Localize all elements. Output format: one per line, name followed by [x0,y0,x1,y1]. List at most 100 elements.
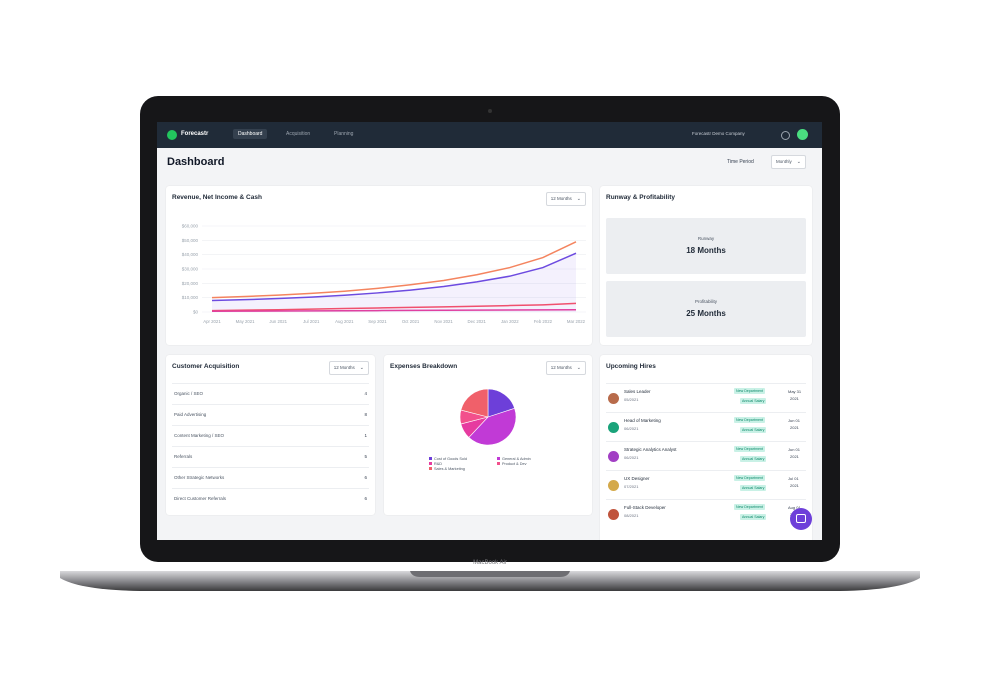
hire-salary: Annual Salary [740,514,767,520]
hire-name: UX Designer [624,476,650,481]
metric-value: 18 Months [686,246,726,255]
x-tick-label: Aug 2021 [335,319,354,324]
row-value: 5 [364,454,367,459]
x-tick-label: May 2021 [236,319,255,324]
metric-box: Runway 18 Months [606,218,806,274]
avatar[interactable] [797,129,808,140]
card-title: Revenue, Net Income & Cash [172,194,262,201]
revenue-card: Revenue, Net Income & Cash 12 Months $0 $10… [166,186,592,345]
period-dropdown[interactable]: 12 Months [545,361,586,375]
hire-salary: Annual Salary [740,456,767,462]
pie-slice [468,407,517,446]
hire-year: 2021 [790,483,799,488]
x-tick-label: Dec 2021 [468,319,487,324]
hire-row: Strategic Analytics Analyst 06/2021 New De… [606,441,806,471]
row-value: 1 [364,433,367,438]
x-tick-label: Sep 2021 [368,319,387,324]
metric-label: Profitability [694,299,717,304]
hire-avatar [608,451,619,462]
acquisition-card: Customer Acquisition 12 Months Organic / S… [166,355,375,515]
hire-tag: New Department [734,504,765,510]
x-tick-label: Jul 2021 [303,319,320,324]
hire-start: Jul 01 [788,476,799,481]
logo-text[interactable]: Forecastr [181,131,209,137]
hires-card: Upcoming Hires Sales Leader 05/2021 New Dep… [600,355,812,540]
hire-name: Sales Leader [624,389,651,394]
legend-swatch [429,462,432,465]
nav-tab[interactable]: Planning [334,131,354,137]
card-title: Runway & Profitability [606,194,675,201]
legend-label: General & Admin [502,457,531,461]
hire-start: Jun 01 [788,418,801,423]
nav-tab[interactable]: Acquisition [286,131,311,137]
chat-button[interactable] [790,508,812,530]
metric-label: Runway [697,236,715,241]
row-label: Referrals [174,454,193,459]
metric-value: 25 Months [686,309,726,318]
chart-canvas: Cost of Goods Sold General & Admin R&D Prod… [429,388,531,471]
acquisition-row: Content Marketing / SEO 1 [172,425,369,447]
hire-date: 05/2021 [624,397,639,402]
y-tick-label: $10,000 [182,295,199,300]
hire-date: 06/2021 [624,426,639,431]
area [212,253,576,312]
laptop-base [60,571,920,591]
period-label: Time Period [727,159,754,165]
y-tick-label: $50,000 [182,238,199,243]
hire-avatar [608,393,619,404]
x-tick-label: Oct 2021 [402,319,420,324]
row-label: Organic / SEO [174,391,204,396]
legend-swatch [429,457,432,460]
line [211,308,577,313]
x-tick-label: Apr 2021 [203,319,221,324]
x-tick-label: Feb 2022 [534,319,553,324]
legend-label: R&D [434,462,442,466]
line [211,302,577,312]
hire-year: 2021 [790,454,799,459]
hire-date: 06/2021 [624,455,639,460]
hire-start: Aug 01 [788,505,801,510]
row-label: Direct Customer Referrals [174,496,227,501]
row-label: Content Marketing / SEO [174,433,225,438]
row-label: Paid Advertising [174,412,207,417]
page-title: Dashboard [167,156,225,168]
hire-row: UX Designer 07/2021 New Department Annual S… [606,470,806,500]
hire-name: Full-Stack Developer [624,505,666,510]
notch [410,571,570,577]
logo-icon [167,130,177,140]
hire-salary: Annual Salary [740,485,767,491]
legend-label: Product & Dev [502,462,527,466]
nav-tab[interactable]: Dashboard [233,129,268,139]
period-dropdown[interactable]: Monthly [771,155,806,169]
screen: Forecastr Dashboard Acquisition Planning For… [157,122,822,540]
x-tick-label: Nov 2021 [434,319,453,324]
line [211,241,577,299]
line [211,252,577,302]
chart-canvas: $0 $10,000 $20,000 $30,000 $40,000 $50,000 $60… [182,224,586,324]
legend-swatch [497,457,500,460]
legend-swatch [497,462,500,465]
hire-avatar [608,480,619,491]
hire-start: May 31 [788,389,802,394]
row-value: 6 [364,496,367,501]
chat-icon [796,514,806,523]
company-selector[interactable]: Forecastr Demo Company [692,131,745,136]
row-value: 6 [364,475,367,480]
hire-salary: Annual Salary [740,427,767,433]
hire-tag: New Department [734,446,765,452]
hire-avatar [608,509,619,520]
acquisition-row: Referrals 5 [172,446,369,468]
y-tick-label: $0 [193,310,199,315]
row-value: 4 [364,391,367,396]
period-dropdown[interactable]: 12 Months [545,192,586,206]
hire-avatar [608,422,619,433]
hire-name: Head of Marketing [624,418,661,423]
y-tick-label: $60,000 [182,224,199,229]
row-value: 8 [364,412,367,417]
acquisition-row: Direct Customer Referrals 6 [172,488,369,510]
card-title: Upcoming Hires [606,363,656,370]
hire-date: 08/2021 [624,513,639,518]
period-dropdown[interactable]: 12 Months [328,361,369,375]
settings-icon[interactable] [781,131,790,140]
